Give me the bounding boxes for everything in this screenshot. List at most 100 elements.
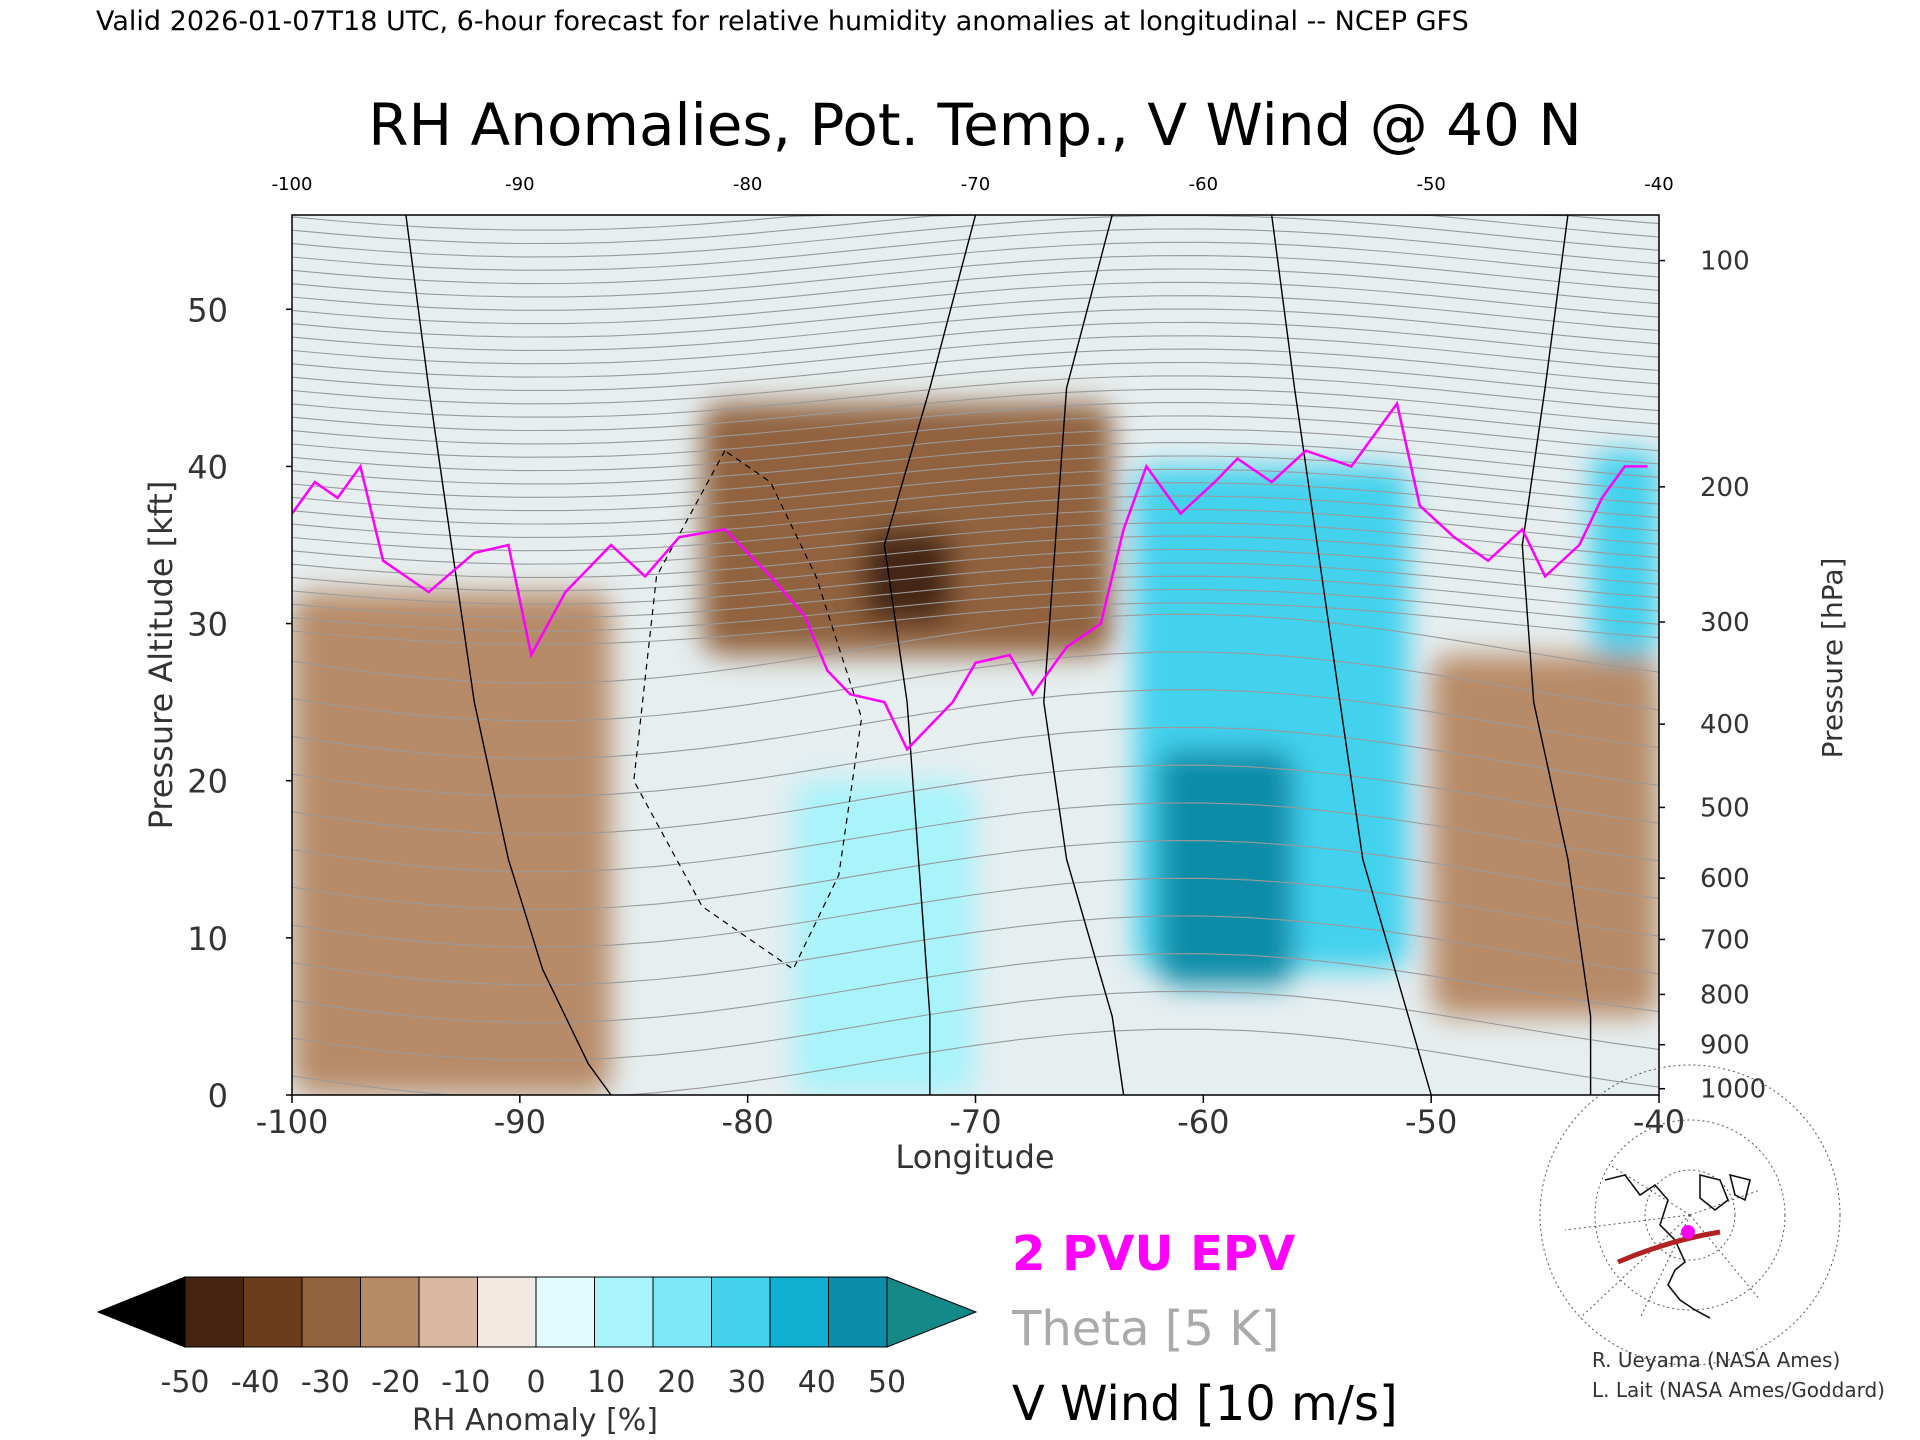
colorbar-tick-label: 0 <box>526 1365 545 1400</box>
epv-2pvu-line <box>292 400 1648 752</box>
theta-contour <box>292 361 1659 405</box>
x-tick-label: -90 <box>494 1103 546 1141</box>
legend-theta: Theta [5 K] <box>1011 1301 1280 1357</box>
vwind-contour <box>1271 215 1432 1095</box>
x-axis-label: Longitude <box>895 1138 1054 1176</box>
x-tick-label: -100 <box>256 1103 329 1141</box>
theta-contour <box>292 255 1659 298</box>
colorbar-label: RH Anomaly [%] <box>412 1403 658 1438</box>
vwind-contour <box>405 215 612 1095</box>
top-tick-label: -100 <box>272 174 313 195</box>
theta-contour <box>292 548 1659 592</box>
theta-contour <box>292 268 1659 311</box>
vwind-contour <box>883 215 977 1095</box>
theta-contour <box>292 575 1659 619</box>
theta-contour <box>292 442 1659 485</box>
theta-contour <box>292 281 1659 325</box>
credit-1: R. Ueyama (NASA Ames) <box>1592 1348 1840 1372</box>
colorbar-tick-label: 50 <box>868 1365 906 1400</box>
theta-contour <box>292 535 1659 578</box>
colorbar-segment <box>301 1276 361 1348</box>
right-axis-label: Pressure [hPa] <box>1816 558 1849 759</box>
colorbar-segment <box>243 1276 303 1348</box>
y-tick-label: 10 <box>187 920 228 958</box>
theta-contour <box>292 215 1659 258</box>
colorbar-segment <box>769 1276 829 1348</box>
theta-contour <box>292 764 1659 835</box>
y-tick-label: 0 <box>208 1077 228 1115</box>
y-tick-label: 40 <box>187 448 228 486</box>
colorbar-tick-label: -40 <box>231 1365 280 1400</box>
pressure-tick-label: 1000 <box>1700 1075 1766 1105</box>
theta-contour <box>292 468 1659 512</box>
rh-region <box>793 780 976 1095</box>
top-tick-label: -70 <box>961 174 990 195</box>
theta-contour <box>292 589 1659 632</box>
top-tick-label: -50 <box>1416 174 1445 195</box>
theta-contour <box>292 726 1659 797</box>
top-tick-label: -90 <box>505 174 534 195</box>
vwind-contours <box>405 215 1592 1095</box>
top-tick-label: -40 <box>1644 174 1673 195</box>
colorbar-tick-label: 30 <box>728 1365 766 1400</box>
colorbar-tick-label: -20 <box>371 1365 420 1400</box>
theta-contour <box>292 241 1659 285</box>
pressure-tick-label: 500 <box>1700 793 1750 823</box>
y-axis-label: Pressure Altitude [kft] <box>142 481 180 830</box>
rh-region <box>1590 450 1659 655</box>
y-tick-label: 50 <box>187 291 228 329</box>
top-axis-ticks: -100 -90 -80 -70 -60 -50 -40 <box>272 174 1674 195</box>
theta-contour <box>292 990 1659 1061</box>
colorbar-tick-label: 40 <box>798 1365 836 1400</box>
vwind-contour <box>1521 215 1592 1095</box>
theta-contour <box>292 495 1659 538</box>
colorbar-tick-label: 20 <box>657 1365 695 1400</box>
pressure-tick-label: 900 <box>1700 1031 1750 1061</box>
vwind-contour-negative <box>633 449 863 971</box>
legend-epv: 2 PVU EPV <box>1012 1226 1295 1282</box>
pressure-tick-label: 800 <box>1700 980 1750 1010</box>
theta-contour <box>292 802 1659 873</box>
theta-contour <box>292 522 1659 565</box>
credit-2: L. Lait (NASA Ames/Goddard) <box>1592 1378 1885 1402</box>
pressure-axis-ticks: 100 200 300 400 500 600 700 800 900 1000 <box>1659 247 1766 1105</box>
pressure-tick-label: 400 <box>1700 710 1750 740</box>
colorbar-segment <box>184 1276 244 1348</box>
top-tick-label: -80 <box>733 174 762 195</box>
pressure-tick-label: 100 <box>1700 247 1750 277</box>
colorbar-tick-label: -50 <box>161 1365 210 1400</box>
x-tick-label: -50 <box>1405 1103 1457 1141</box>
rh-region <box>1157 749 1295 985</box>
theta-contour <box>292 388 1659 432</box>
x-axis-ticks: -100 -90 -80 -70 -60 -50 -40 <box>256 1095 1685 1141</box>
theta-contour <box>292 215 1659 231</box>
theta-contour <box>292 953 1659 1024</box>
theta-contour <box>292 455 1659 498</box>
colorbar-segment <box>477 1276 537 1348</box>
pressure-tick-label: 200 <box>1700 473 1750 503</box>
rh-region <box>1431 655 1659 1017</box>
theta-contour <box>292 428 1659 472</box>
theta-contour <box>292 915 1659 986</box>
y-tick-label: 30 <box>187 606 228 644</box>
theta-contour <box>292 482 1659 525</box>
pressure-tick-label: 600 <box>1700 864 1750 894</box>
colorbar-tick-label: -10 <box>441 1365 490 1400</box>
colorbar-segment <box>594 1276 654 1348</box>
colorbar-tick-label: -30 <box>301 1365 350 1400</box>
theta-contour <box>292 508 1659 552</box>
theta-contour <box>292 1028 1659 1095</box>
colorbar-segment <box>360 1276 420 1348</box>
pressure-tick-label: 300 <box>1700 608 1750 638</box>
colorbar-segment <box>535 1276 595 1348</box>
x-tick-label: -70 <box>949 1103 1001 1141</box>
theta-contour <box>292 321 1659 365</box>
x-tick-label: -40 <box>1633 1103 1685 1141</box>
legend-vwind: V Wind [10 m/s] <box>1012 1376 1398 1432</box>
colorbar-tick-label: 10 <box>587 1365 625 1400</box>
top-tick-label: -60 <box>1189 174 1218 195</box>
colorbar-segment <box>828 1276 888 1348</box>
valid-line: Valid 2026-01-07T18 UTC, 6-hour forecast… <box>96 6 1469 37</box>
x-tick-label: -80 <box>722 1103 774 1141</box>
theta-contour <box>292 651 1659 722</box>
